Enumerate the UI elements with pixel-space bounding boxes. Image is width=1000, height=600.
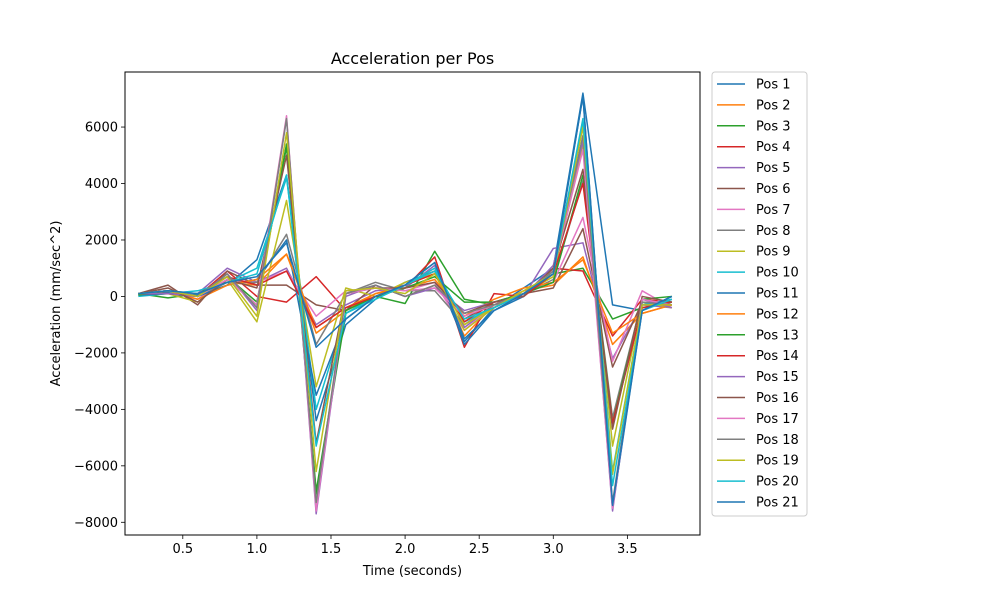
y-tick-label: 6000 bbox=[85, 121, 118, 136]
legend-label-pos-1: Pos 1 bbox=[756, 78, 791, 93]
y-axis-label: Acceleration (mm/sec^2) bbox=[49, 221, 64, 387]
legend-label-pos-16: Pos 16 bbox=[756, 391, 799, 406]
legend-label-pos-11: Pos 11 bbox=[756, 287, 799, 302]
legend-label-pos-4: Pos 4 bbox=[756, 140, 791, 155]
legend-label-pos-5: Pos 5 bbox=[756, 161, 791, 176]
y-tick-label: 0 bbox=[110, 290, 118, 305]
y-axis-ticks: −8000 −6000 −4000 −2000 0 2000 4000 6000 bbox=[74, 121, 125, 531]
y-tick-label: −6000 bbox=[74, 459, 118, 474]
legend-label-pos-18: Pos 18 bbox=[756, 433, 799, 448]
legend-label-pos-6: Pos 6 bbox=[756, 182, 791, 197]
legend-label-pos-14: Pos 14 bbox=[756, 349, 799, 364]
x-tick-label: 2.5 bbox=[469, 542, 490, 557]
legend-label-pos-10: Pos 10 bbox=[756, 266, 799, 281]
legend: Pos 1 Pos 2 Pos 3 Pos 4 Pos 5 Pos 6 Pos 7 Pos 8… bbox=[711, 71, 808, 517]
legend-label-pos-8: Pos 8 bbox=[756, 224, 791, 239]
y-tick-label: −4000 bbox=[74, 403, 118, 418]
legend-label-pos-19: Pos 19 bbox=[756, 454, 799, 469]
y-tick-label: −2000 bbox=[74, 346, 118, 361]
x-axis-label: Time (seconds) bbox=[362, 564, 462, 579]
legend-label-pos-21: Pos 21 bbox=[756, 496, 799, 511]
x-tick-label: 0.5 bbox=[172, 542, 193, 557]
series-line-pos-21 bbox=[138, 95, 673, 507]
x-tick-label: 3.0 bbox=[543, 542, 564, 557]
legend-label-pos-15: Pos 15 bbox=[756, 370, 799, 385]
plot-lines bbox=[138, 92, 673, 515]
legend-items: Pos 1 Pos 2 Pos 3 Pos 4 Pos 5 Pos 6 Pos 7 Pos 8… bbox=[717, 78, 799, 511]
legend-label-pos-20: Pos 20 bbox=[756, 475, 799, 490]
legend-label-pos-12: Pos 12 bbox=[756, 307, 799, 322]
legend-label-pos-17: Pos 17 bbox=[756, 412, 799, 427]
x-tick-label: 1.5 bbox=[321, 542, 342, 557]
y-tick-label: −8000 bbox=[74, 516, 118, 531]
legend-label-pos-2: Pos 2 bbox=[756, 98, 791, 113]
legend-label-pos-9: Pos 9 bbox=[756, 245, 791, 260]
chart-title: Acceleration per Pos bbox=[331, 49, 494, 68]
plot-frame bbox=[124, 71, 701, 536]
legend-label-pos-3: Pos 3 bbox=[756, 119, 791, 134]
legend-label-pos-7: Pos 7 bbox=[756, 203, 791, 218]
y-tick-label: 2000 bbox=[85, 233, 118, 248]
series-line-pos-17 bbox=[138, 115, 672, 512]
x-axis-ticks: 0.5 1.0 1.5 2.0 2.5 3.0 3.5 bbox=[172, 535, 638, 557]
x-tick-label: 2.0 bbox=[395, 542, 416, 557]
legend-label-pos-13: Pos 13 bbox=[756, 328, 799, 343]
y-tick-label: 4000 bbox=[85, 177, 118, 192]
x-tick-label: 3.5 bbox=[617, 542, 638, 557]
x-tick-label: 1.0 bbox=[247, 542, 268, 557]
legend-frame bbox=[711, 71, 808, 517]
